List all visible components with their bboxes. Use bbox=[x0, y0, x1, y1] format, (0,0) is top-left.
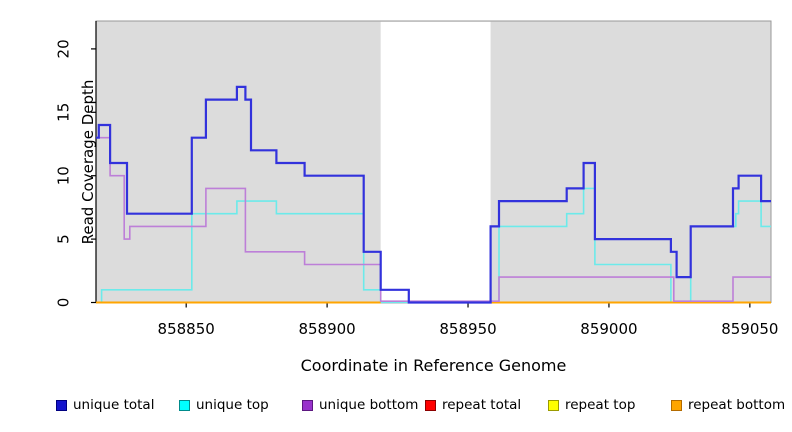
legend-item-unique-bottom: unique bottom bbox=[302, 397, 425, 413]
legend-label: repeat bottom bbox=[688, 397, 786, 413]
svg-text:858950: 858950 bbox=[439, 320, 496, 338]
svg-text:5: 5 bbox=[55, 234, 73, 244]
svg-text:859000: 859000 bbox=[580, 320, 637, 338]
legend-label: unique top bbox=[196, 397, 269, 413]
svg-text:858850: 858850 bbox=[158, 320, 215, 338]
y-tick-labels: 0 5 10 15 20 bbox=[55, 39, 73, 307]
legend-label: repeat total bbox=[442, 397, 522, 413]
legend-item-repeat-total: repeat total bbox=[425, 397, 548, 413]
series-unique-top bbox=[96, 187, 771, 304]
legend-item-repeat-top: repeat top bbox=[548, 397, 671, 413]
legend-swatch-icon bbox=[302, 399, 313, 411]
legend-item-unique-total: unique total bbox=[56, 397, 179, 413]
svg-text:859050: 859050 bbox=[721, 320, 778, 338]
x-axis-title: Coordinate in Reference Genome bbox=[300, 356, 567, 375]
legend-swatch-icon bbox=[671, 399, 682, 411]
legend-swatch-icon bbox=[548, 399, 559, 411]
coverage-chart-canvas: 0 5 10 15 20 858850 858900 858950 859000 859050 bbox=[55, 20, 779, 338]
legend-swatch-icon bbox=[179, 399, 190, 411]
legend-label: unique bottom bbox=[319, 397, 419, 413]
legend-swatch-icon bbox=[425, 399, 436, 411]
plot-area bbox=[95, 20, 772, 303]
y-axis-title: Read Coverage Depth bbox=[79, 79, 97, 245]
svg-text:20: 20 bbox=[55, 39, 73, 58]
legend: unique total unique top unique bottom repea… bbox=[56, 397, 792, 413]
legend-label: repeat top bbox=[565, 397, 636, 413]
svg-text:0: 0 bbox=[55, 298, 73, 308]
series-unique-total bbox=[96, 85, 771, 304]
legend-item-unique-top: unique top bbox=[179, 397, 302, 413]
legend-swatch-icon bbox=[56, 399, 67, 411]
series-unique-bottom bbox=[96, 136, 771, 302]
x-tick-labels: 858850 858900 858950 859000 859050 bbox=[158, 320, 779, 338]
svg-text:10: 10 bbox=[55, 166, 73, 185]
legend-label: unique total bbox=[73, 397, 155, 413]
legend-item-repeat-bottom: repeat bottom bbox=[671, 397, 792, 413]
coverage-gap-region bbox=[380, 21, 491, 303]
svg-text:15: 15 bbox=[55, 103, 73, 122]
svg-text:858900: 858900 bbox=[298, 320, 355, 338]
